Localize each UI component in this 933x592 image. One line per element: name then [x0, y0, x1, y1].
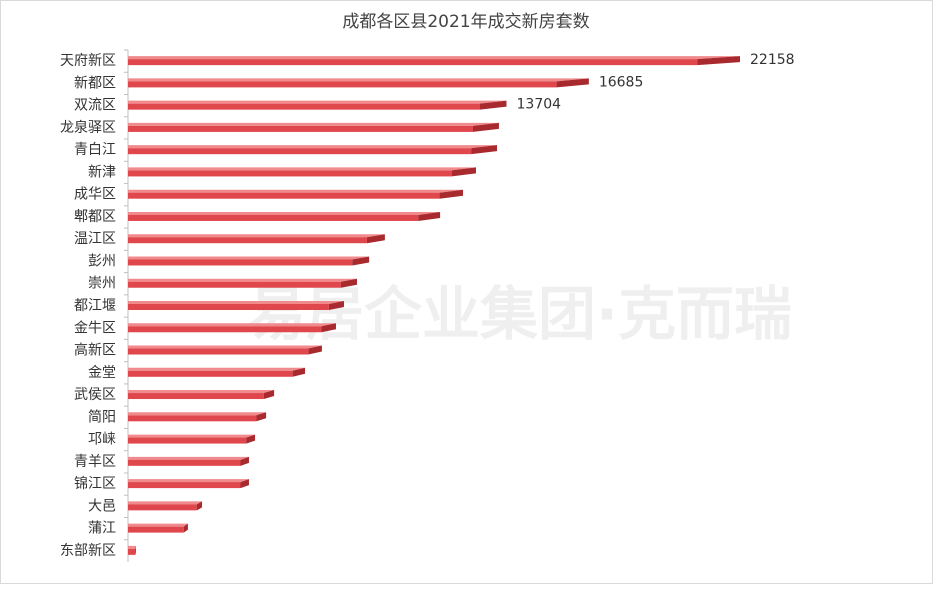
bar-top [128, 211, 441, 215]
y-tick-label: 青白江 [74, 142, 116, 158]
bar-top [128, 323, 336, 327]
bar-top [128, 189, 464, 193]
bar-top [128, 367, 306, 371]
bar-end [556, 78, 589, 88]
bar-end [366, 234, 385, 244]
y-tick-label: 蒲江 [88, 521, 116, 537]
bar [128, 526, 184, 533]
y-tick-label: 锦江区 [74, 475, 116, 492]
bar-top [128, 122, 499, 126]
y-tick-label: 崇州 [88, 276, 116, 292]
bar-top [128, 412, 267, 416]
bar-top [128, 456, 249, 460]
y-tick-label: 彭州 [88, 253, 116, 269]
bar-end [240, 456, 249, 466]
bar [128, 281, 341, 288]
bar [128, 59, 698, 66]
y-tick-label: 金堂 [88, 365, 116, 381]
bar-end [328, 301, 344, 310]
bar-end [183, 523, 188, 533]
bar-top [128, 100, 507, 104]
bar-end [480, 100, 507, 110]
bar [128, 170, 452, 177]
y-tick-label: 简阳 [88, 408, 116, 425]
bar-end [292, 367, 306, 377]
bar [128, 237, 367, 244]
bar-end [352, 256, 370, 266]
bar-end [246, 434, 256, 444]
bar-end [471, 145, 498, 155]
bar [128, 504, 197, 511]
bar-top [128, 390, 275, 394]
y-tick-label: 都江堰 [74, 298, 116, 314]
y-tick-label: 天府新区 [60, 53, 116, 69]
data-label: 22158 [750, 52, 795, 68]
bar-top [128, 523, 188, 527]
y-tick-label: 成华区 [74, 187, 116, 203]
bar [128, 192, 440, 199]
y-tick-label: 双流区 [74, 98, 116, 114]
data-label: 16685 [599, 74, 644, 90]
bar-end [321, 323, 336, 333]
y-tick-label: 郫都区 [74, 209, 116, 225]
bar-end [263, 390, 275, 400]
bar-top [128, 479, 249, 483]
bar-top [128, 256, 370, 260]
bar-end [240, 479, 249, 489]
bar-end [418, 211, 441, 221]
bar-end [196, 501, 203, 511]
bar-top [128, 278, 357, 282]
bar [128, 326, 322, 333]
bar-top [128, 301, 344, 304]
bar [128, 259, 353, 266]
bar-end [308, 345, 322, 355]
bar [128, 415, 257, 422]
y-tick-label: 武侯区 [74, 387, 116, 403]
y-tick-label: 龙泉驿区 [60, 119, 116, 136]
bar-end [697, 56, 740, 66]
bar [128, 125, 473, 132]
bar-top [128, 345, 322, 349]
bar [128, 81, 557, 88]
bar [128, 148, 472, 155]
bar [128, 437, 247, 444]
bar [128, 304, 329, 310]
y-tick-label: 高新区 [74, 342, 116, 359]
bar [128, 393, 264, 400]
bar-top [128, 434, 256, 438]
bar-end [256, 412, 267, 422]
bar [128, 348, 309, 355]
y-tick-label: 邛崃 [88, 432, 116, 448]
bar-top [128, 545, 137, 549]
bar-top [128, 145, 498, 149]
y-tick-label: 东部新区 [60, 543, 116, 559]
bar [128, 103, 481, 110]
watermark: 易居企业集团·克而瑞 [248, 280, 792, 348]
data-label: 13704 [517, 97, 562, 113]
bar [128, 459, 241, 466]
bar [128, 370, 293, 377]
bar-end [439, 189, 464, 199]
bar-top [128, 56, 740, 60]
bar-end [472, 122, 499, 132]
bar-top [128, 167, 477, 171]
bar-top [128, 78, 589, 82]
chart-title: 成都各区县2021年成交新房套数 [342, 12, 589, 32]
bar [128, 482, 241, 489]
y-tick-label: 温江区 [74, 231, 116, 247]
bar-end [135, 545, 137, 555]
bar [128, 548, 136, 555]
y-tick-label: 新都区 [74, 75, 116, 91]
bar-end [340, 278, 357, 288]
bar-end [451, 167, 477, 177]
y-tick-label: 大邑 [88, 498, 116, 514]
y-tick-label: 青羊区 [74, 454, 116, 470]
bar [128, 214, 419, 221]
y-tick-label: 金牛区 [74, 320, 116, 336]
bar-top [128, 234, 385, 238]
y-tick-label: 新津 [88, 164, 116, 180]
bar-top [128, 501, 203, 505]
